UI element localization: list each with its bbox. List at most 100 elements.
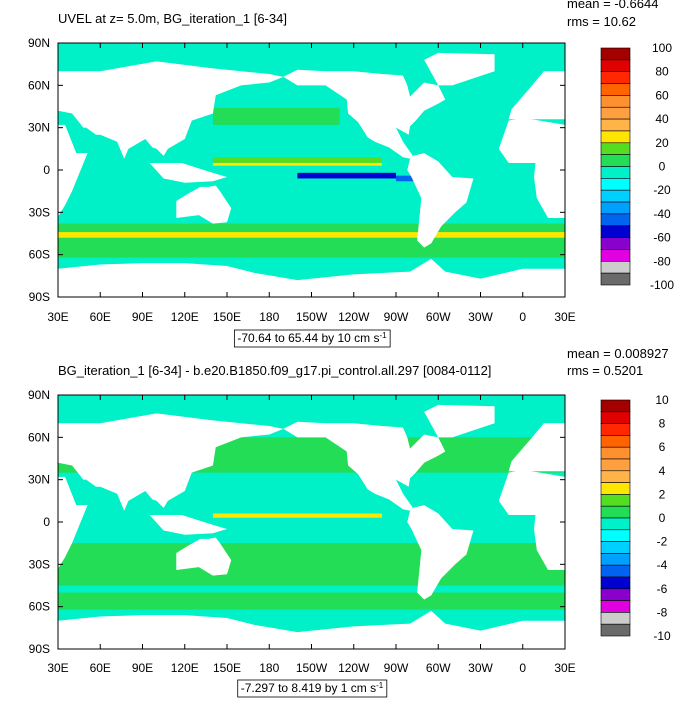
lon-label: 90E	[132, 310, 153, 324]
colorbar-box	[600, 118, 631, 132]
lon-label: 30E	[47, 661, 68, 675]
lon-label: 180	[259, 661, 279, 675]
colorbar-label: -8	[657, 605, 668, 619]
colorbar-label: -100	[650, 278, 674, 292]
land	[58, 124, 88, 217]
colorbar-box	[600, 564, 631, 578]
lat-label: 60S	[29, 600, 50, 614]
panel-title: BG_iteration_1 [6-34] - b.e20.B1850.f09_…	[58, 363, 491, 378]
land	[58, 258, 565, 297]
lon-label: 30E	[554, 310, 575, 324]
range-unit-exponent: -1	[379, 331, 387, 340]
range-box	[237, 679, 388, 698]
land	[149, 514, 227, 535]
land	[283, 69, 446, 159]
field-band	[58, 223, 565, 258]
lon-label: 150E	[213, 661, 241, 675]
colorbar-box	[600, 435, 631, 448]
field-band	[212, 107, 340, 125]
colorbar-box	[600, 225, 631, 238]
land	[424, 404, 495, 438]
colorbar-label: 6	[659, 440, 666, 454]
lon-label: 120E	[171, 310, 199, 324]
colorbar-box	[600, 260, 631, 274]
lon-label: 30E	[47, 310, 68, 324]
colorbar-label: 20	[655, 136, 669, 150]
lat-label: 90S	[29, 642, 50, 656]
lon-label: 90E	[132, 661, 153, 675]
lon-label: 60W	[426, 310, 451, 324]
range-box	[233, 329, 391, 348]
colorbar-label: 10	[655, 393, 669, 407]
colorbar-box	[600, 399, 631, 413]
colorbar-box	[600, 600, 631, 613]
lat-label: 30N	[28, 121, 50, 135]
lon-label: 150W	[296, 310, 328, 324]
field-band	[297, 172, 396, 179]
colorbar-box	[600, 142, 631, 155]
field-band	[212, 162, 382, 166]
colorbar-label: 4	[659, 464, 666, 478]
land	[407, 505, 474, 600]
colorbar-box	[600, 95, 631, 108]
lat-label: 60N	[28, 78, 50, 92]
lon-label: 60E	[90, 661, 111, 675]
land	[508, 71, 565, 120]
lon-label: 120W	[338, 661, 370, 675]
colorbar-box	[600, 423, 631, 436]
colorbar-box	[600, 482, 631, 495]
land	[58, 476, 88, 569]
panel-title: UVEL at z= 5.0m, BG_iteration_1 [6-34]	[58, 11, 287, 26]
rms-label: rms = 10.62	[567, 14, 636, 29]
lon-label: 30E	[554, 661, 575, 675]
colorbar-label: -60	[653, 231, 671, 245]
colorbar-box	[600, 130, 631, 144]
colorbar-box	[600, 470, 631, 483]
lon-label: 60E	[90, 310, 111, 324]
land	[283, 421, 446, 511]
colorbar-box	[600, 178, 631, 191]
colorbar-box	[600, 529, 631, 542]
colorbar-label: 0	[659, 160, 666, 174]
mean-label: mean = 0.008927	[567, 346, 669, 361]
lat-label: 90N	[28, 36, 50, 50]
colorbar-box	[600, 541, 631, 554]
lon-label: 0	[519, 310, 526, 324]
land	[176, 185, 232, 224]
colorbar-label: 60	[655, 88, 669, 102]
colorbar-label: -80	[653, 254, 671, 268]
map-panel	[57, 394, 566, 650]
colorbar-box	[600, 272, 631, 286]
colorbar-label: 2	[659, 487, 666, 501]
colorbar-box	[600, 154, 631, 167]
lat-label: 30N	[28, 473, 50, 487]
lon-label: 120E	[171, 661, 199, 675]
range-label: -7.297 to 8.419 by 1 cm s-1	[241, 681, 384, 695]
lat-label: 30S	[29, 205, 50, 219]
colorbar-label: -4	[657, 558, 668, 572]
colorbar-box	[600, 83, 631, 96]
colorbar-box	[600, 249, 631, 262]
colorbar-label: 40	[655, 112, 669, 126]
land	[508, 423, 565, 472]
field-band	[58, 592, 565, 610]
colorbar-box	[600, 505, 631, 519]
lon-label: 30W	[468, 661, 493, 675]
field-band	[212, 157, 382, 166]
colorbar-box	[600, 47, 631, 61]
map-panel	[57, 42, 566, 298]
colorbar-box	[600, 458, 631, 472]
colorbar-box	[600, 588, 631, 601]
lat-label: 90S	[29, 290, 50, 304]
colorbar-label: -6	[657, 582, 668, 596]
lon-label: 180	[259, 310, 279, 324]
colorbar-label: -2	[657, 535, 668, 549]
lat-label: 90N	[28, 388, 50, 402]
land	[407, 153, 474, 248]
rms-label: rms = 0.5201	[567, 363, 643, 378]
colorbar-label: 8	[659, 417, 666, 431]
lon-label: 150E	[213, 310, 241, 324]
land	[149, 162, 227, 183]
land	[58, 61, 284, 159]
